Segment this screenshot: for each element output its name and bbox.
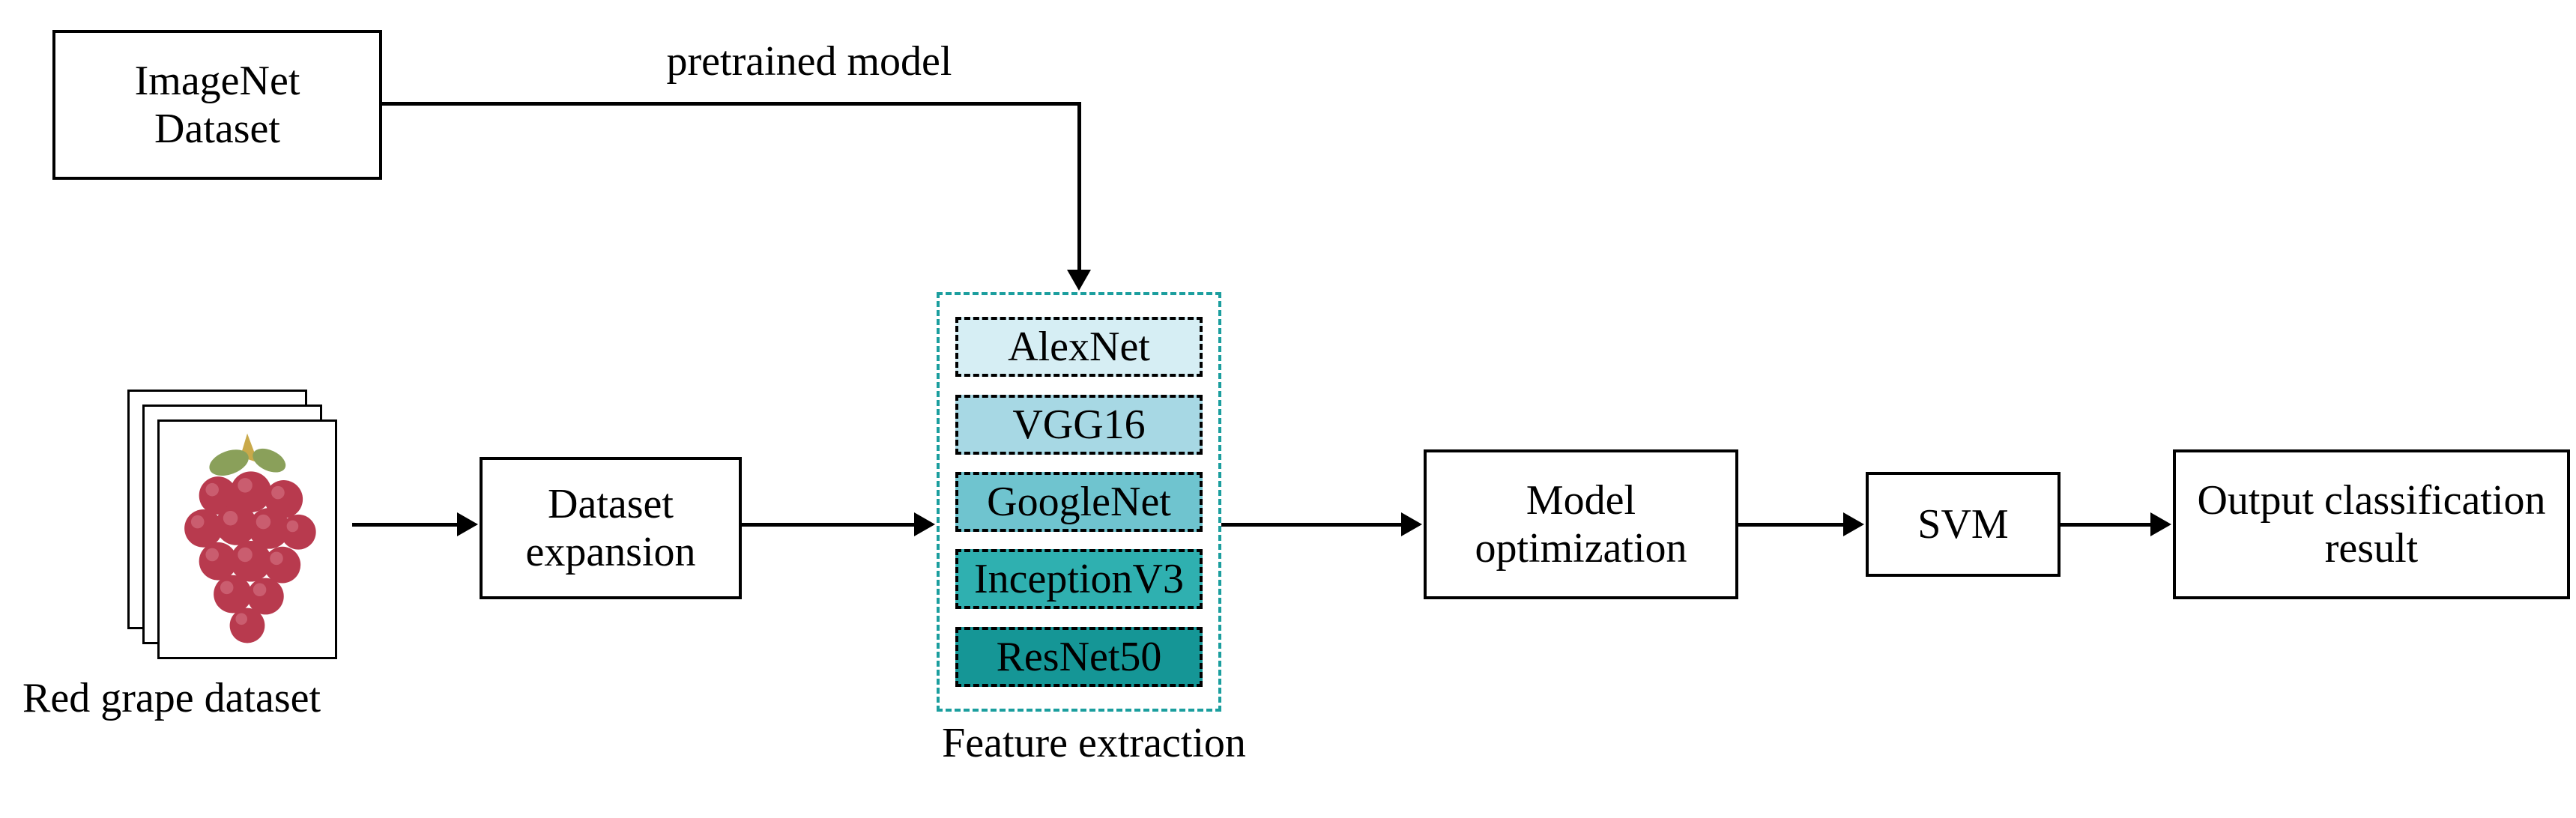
model-alexnet: AlexNet (955, 317, 1203, 377)
label-pretrained: pretrained model (614, 37, 1004, 85)
model-vgg16: VGG16 (955, 395, 1203, 455)
modelopt-line2: optimization (1475, 525, 1687, 572)
output-line1: Output classification (2197, 477, 2545, 524)
svm-text: SVM (1917, 500, 2008, 548)
flowchart-canvas: ImageNet Dataset pretrained model (15, 15, 2576, 803)
node-dataset-expansion: Dataset expansion (480, 457, 742, 599)
node-svm: SVM (1866, 472, 2061, 577)
imagenet-line1: ImageNet (135, 58, 300, 104)
grape-icon (160, 422, 335, 657)
node-model-optimization: Model optimization (1424, 449, 1738, 599)
node-output: Output classification result (2173, 449, 2570, 599)
output-line2: result (2325, 525, 2418, 572)
model-inceptionv3: InceptionV3 (955, 549, 1203, 609)
modelopt-line1: Model (1526, 477, 1636, 524)
label-grape-dataset: Red grape dataset (22, 674, 397, 722)
node-feature-group: AlexNet VGG16 GoogleNet InceptionV3 ResN… (937, 292, 1221, 712)
model-googlenet: GoogleNet (955, 472, 1203, 532)
expansion-line2: expansion (525, 529, 695, 575)
imagenet-line2: Dataset (154, 106, 280, 152)
label-feature-extraction: Feature extraction (907, 719, 1281, 767)
node-imagenet: ImageNet Dataset (52, 30, 382, 180)
grape-card-front (157, 419, 337, 659)
model-resnet50: ResNet50 (955, 627, 1203, 687)
node-grape-stack (127, 390, 337, 659)
expansion-line1: Dataset (548, 481, 674, 527)
